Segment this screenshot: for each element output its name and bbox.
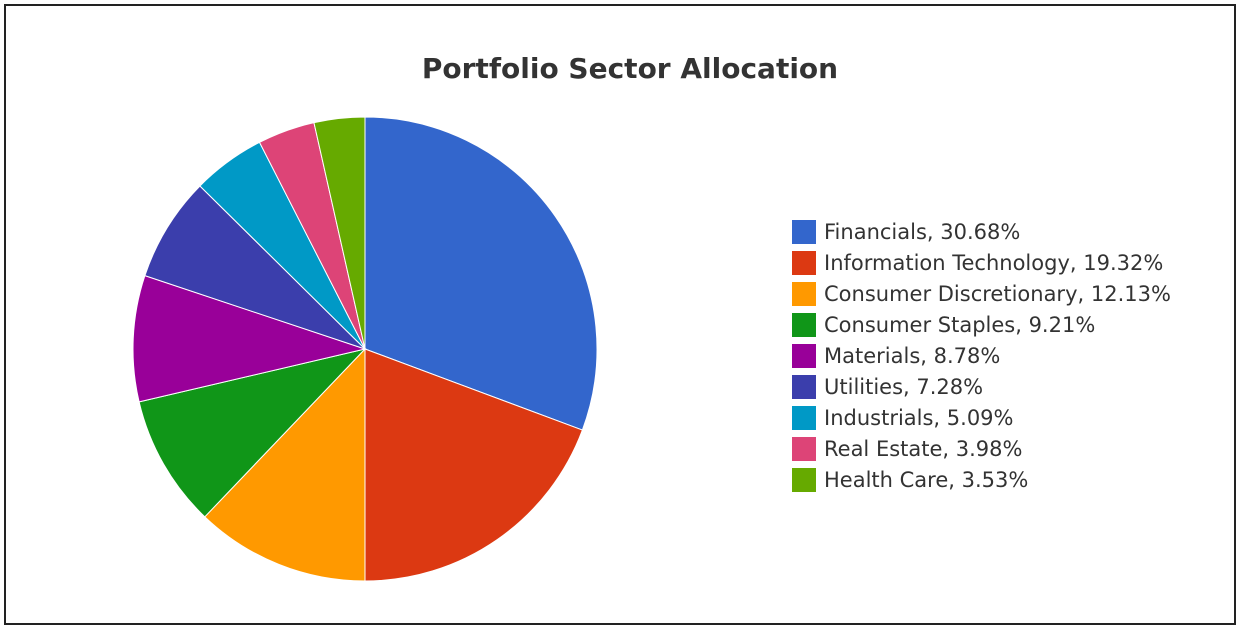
legend-item-materials: Materials, 8.78% <box>792 340 1171 371</box>
legend-item-consumer-staples: Consumer Staples, 9.21% <box>792 309 1171 340</box>
pie-slice-health-care <box>313 116 366 350</box>
legend-swatch <box>792 436 816 461</box>
legend-label: Financials, 30.68% <box>824 219 1021 244</box>
legend-swatch <box>792 343 816 368</box>
legend-item-real-estate: Real Estate, 3.98% <box>792 433 1171 464</box>
pie-slice-information-technology <box>364 348 584 582</box>
pie-chart <box>132 116 598 582</box>
pie-slice-financials <box>364 116 598 431</box>
pie-slice-materials <box>132 275 367 403</box>
legend-label: Materials, 8.78% <box>824 343 1001 368</box>
legend-item-industrials: Industrials, 5.09% <box>792 402 1171 433</box>
legend-item-health-care: Health Care, 3.53% <box>792 464 1171 495</box>
legend-label: Consumer Discretionary, 12.13% <box>824 281 1171 306</box>
legend-item-information-technology: Information Technology, 19.32% <box>792 247 1171 278</box>
legend-label: Utilities, 7.28% <box>824 374 984 399</box>
legend-label: Information Technology, 19.32% <box>824 250 1164 275</box>
chart-legend: Financials, 30.68% Information Technology… <box>792 216 1171 495</box>
legend-label: Real Estate, 3.98% <box>824 436 1023 461</box>
legend-label: Industrials, 5.09% <box>824 405 1014 430</box>
legend-item-financials: Financials, 30.68% <box>792 216 1171 247</box>
pie-slice-utilities <box>144 185 366 350</box>
legend-swatch <box>792 405 816 430</box>
legend-swatch <box>792 219 816 244</box>
legend-swatch <box>792 312 816 337</box>
legend-swatch <box>792 467 816 492</box>
pie-slice-consumer-discretionary <box>204 347 366 582</box>
legend-item-utilities: Utilities, 7.28% <box>792 371 1171 402</box>
legend-swatch <box>792 281 816 306</box>
legend-swatch <box>792 250 816 275</box>
pie-slice-consumer-staples <box>138 348 367 518</box>
legend-label: Consumer Staples, 9.21% <box>824 312 1096 337</box>
legend-item-consumer-discretionary: Consumer Discretionary, 12.13% <box>792 278 1171 309</box>
chart-title: Portfolio Sector Allocation <box>421 52 839 85</box>
chart-frame: Portfolio Sector Allocation Financials, … <box>4 4 1236 625</box>
legend-swatch <box>792 374 816 399</box>
legend-label: Health Care, 3.53% <box>824 467 1029 492</box>
